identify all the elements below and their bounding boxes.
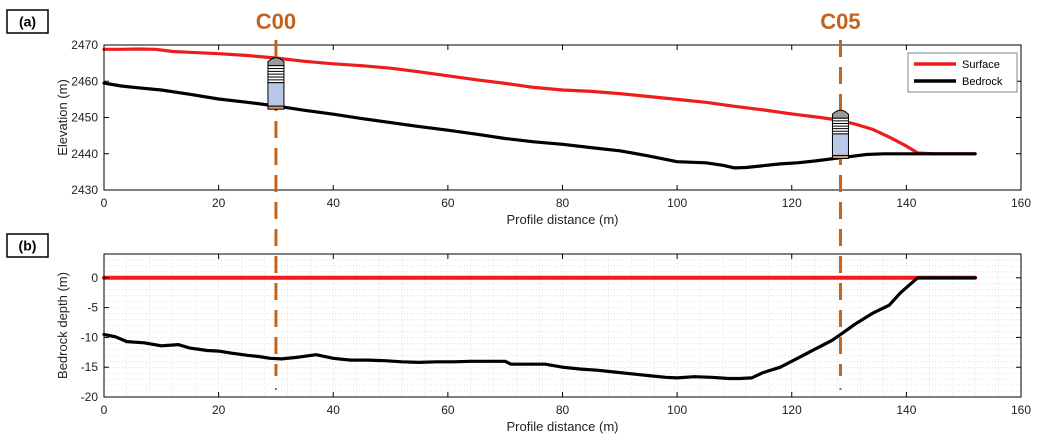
piezometer-cap bbox=[831, 109, 849, 119]
panel-b-marks bbox=[102, 275, 978, 381]
panel-0-y-tick-label: 2450 bbox=[71, 111, 98, 125]
panel-0-x-tick-label: 20 bbox=[212, 196, 226, 210]
panel-1-x-tick-label: 40 bbox=[327, 403, 341, 417]
piezometer-base bbox=[267, 105, 285, 110]
panel-a-label-box bbox=[6, 9, 49, 34]
panel-a-label: (a) bbox=[19, 14, 36, 30]
panel-0-y-tick-label: 2440 bbox=[71, 147, 98, 161]
panel-0-x-tick-label: 0 bbox=[101, 196, 108, 210]
panel-0-y-tick-label: 2460 bbox=[71, 74, 98, 88]
legend-label-surface: Surface bbox=[962, 59, 1000, 71]
legend-box bbox=[907, 52, 1018, 93]
panel-1-y-tick-label: -20 bbox=[81, 390, 99, 404]
panel-b-label-box bbox=[6, 233, 49, 258]
panel-1-y-tick-label: 0 bbox=[91, 271, 98, 285]
panel-a-plot-area bbox=[104, 45, 1021, 190]
panel-1-x-tick-label: 80 bbox=[556, 403, 570, 417]
panel-0-x-tick-label: 40 bbox=[327, 196, 341, 210]
bedrock-depth-line bbox=[102, 276, 977, 381]
panel-a-y-axis-label: Elevation (m) bbox=[55, 79, 70, 156]
panel-a-marks bbox=[102, 47, 977, 170]
panel-b-label: (b) bbox=[19, 238, 37, 254]
panel-1-x-tick-label: 160 bbox=[1011, 403, 1031, 417]
panel-0-x-tick-label: 140 bbox=[896, 196, 916, 210]
surface-line bbox=[102, 47, 977, 156]
bedrock-line bbox=[102, 81, 977, 170]
panel-a-legend: Surface Bedrock bbox=[907, 52, 1018, 93]
panel-a-x-axis-label: Profile distance (m) bbox=[507, 212, 619, 227]
panel-1-x-tick-label: 100 bbox=[667, 403, 687, 417]
piezometer-base bbox=[831, 154, 849, 159]
well-overlays: C00 C05 bbox=[256, 9, 861, 390]
panel-0-x-tick-label: 60 bbox=[441, 196, 455, 210]
panel-0-x-tick-label: 100 bbox=[667, 196, 687, 210]
panel-1-y-tick-label: -10 bbox=[81, 330, 99, 344]
panel-0-x-tick-label: 80 bbox=[556, 196, 570, 210]
well-label-c00: C00 bbox=[256, 9, 296, 34]
piezometer-cap bbox=[267, 57, 285, 67]
panel-b-ticks: 0 20 40 60 80 100 120 140 160 -20 -15 -10 -5 0 bbox=[81, 254, 1031, 417]
panel-1-x-tick-label: 140 bbox=[896, 403, 916, 417]
panel-0-x-tick-label: 120 bbox=[782, 196, 802, 210]
panel-1-x-tick-label: 60 bbox=[441, 403, 455, 417]
piezometer-icon bbox=[267, 57, 285, 110]
panel-0-x-tick-label: 160 bbox=[1011, 196, 1031, 210]
panel-1-x-tick-label: 120 bbox=[782, 403, 802, 417]
panel-1-x-tick-label: 20 bbox=[212, 403, 226, 417]
piezometer-screen bbox=[831, 133, 849, 156]
piezometer-icon bbox=[831, 109, 849, 159]
panel-b-y-axis-label: Bedrock depth (m) bbox=[55, 272, 70, 379]
panel-a-elevation-profile: 0 20 40 60 80 100 120 140 160 2430 2440 2450 2460 247… bbox=[6, 9, 1031, 227]
panel-1-y-tick-label: -5 bbox=[87, 301, 98, 315]
panel-a-ticks: 0 20 40 60 80 100 120 140 160 2430 2440 2450 2460 247… bbox=[71, 38, 1031, 210]
legend-label-bedrock: Bedrock bbox=[962, 76, 1003, 88]
piezometer-screen bbox=[267, 82, 285, 107]
panel-b-bedrock-depth: 0 20 40 60 80 100 120 140 160 -20 -15 -10 -5 0 Profil… bbox=[6, 233, 1031, 434]
well-label-c05: C05 bbox=[820, 9, 860, 34]
panel-1-y-tick-label: -15 bbox=[81, 360, 99, 374]
panel-0-y-tick-label: 2430 bbox=[71, 183, 98, 197]
panel-1-x-tick-label: 0 bbox=[101, 403, 108, 417]
panel-0-y-tick-label: 2470 bbox=[71, 38, 98, 52]
panel-b-x-axis-label: Profile distance (m) bbox=[507, 419, 619, 434]
